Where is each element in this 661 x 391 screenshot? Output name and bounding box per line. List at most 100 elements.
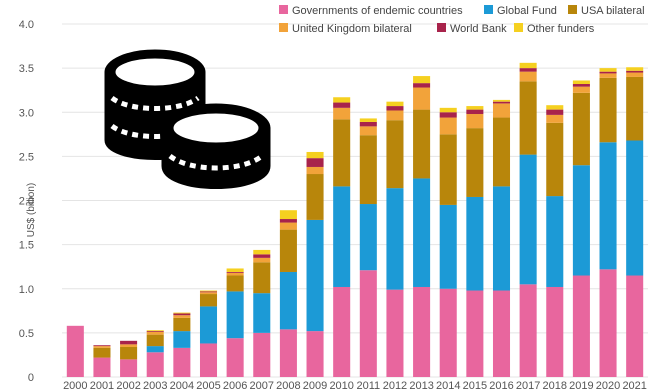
x-tick-label: 2019: [569, 380, 593, 391]
bar-segment: [226, 291, 244, 339]
bar-segment: [146, 331, 164, 335]
bar-segment: [519, 68, 537, 72]
bar-segment: [546, 109, 564, 115]
bar-segment: [199, 291, 218, 293]
bar-segment: [413, 286, 431, 377]
bar-segment: [519, 62, 537, 69]
bar-segment: [93, 345, 111, 347]
bar-segment: [492, 290, 511, 377]
bar-segment: [306, 158, 324, 167]
bar-segment: [120, 340, 138, 345]
bar-segment: [93, 347, 111, 358]
bar-segment: [120, 346, 138, 360]
x-tick-label: 2013: [409, 380, 433, 391]
bar-segment: [626, 70, 644, 73]
bar-segment: [546, 122, 564, 197]
bar-segment: [333, 102, 351, 108]
x-tick-label: 2002: [116, 380, 140, 391]
bar-segment: [146, 346, 164, 353]
bar-segment: [386, 120, 404, 189]
bar-segment: [306, 219, 324, 332]
legend-swatch: [484, 5, 493, 14]
bar-segment: [173, 347, 191, 377]
bar-segment: [359, 126, 377, 136]
y-tick-label: 4.0: [19, 19, 34, 31]
bar-segment: [413, 83, 431, 88]
bar-segment: [572, 165, 590, 276]
x-tick-label: 2018: [543, 380, 567, 391]
x-tick-label: 2003: [143, 380, 167, 391]
bar-segment: [306, 151, 324, 159]
bar-segment: [226, 271, 244, 273]
bar-segment: [413, 109, 431, 179]
x-tick-label: 2004: [170, 380, 194, 391]
bar-segment: [146, 334, 164, 347]
legend-label: World Bank: [450, 23, 507, 35]
bar-segment: [279, 210, 297, 220]
legend-swatch: [279, 23, 288, 32]
y-tick-label: 1.5: [19, 240, 34, 252]
bar-segment: [519, 284, 537, 377]
x-axis-ticks: 2000 2001 2002 2003 2004 2005 2006 2007 2008 2009…: [63, 380, 647, 391]
bar-segment: [146, 331, 164, 332]
bar-segment: [173, 331, 191, 348]
bar-segment: [120, 344, 138, 347]
bar-segment: [226, 272, 244, 276]
bar-segment: [146, 330, 164, 332]
bar-segment: [466, 128, 484, 197]
bar-segment: [306, 331, 324, 377]
bar-segment: [599, 77, 617, 143]
bar-segment: [572, 275, 590, 377]
bar-segment: [546, 114, 564, 123]
bar-segment: [226, 338, 244, 377]
bar-segment: [599, 142, 617, 270]
x-tick-label: 2001: [90, 380, 114, 391]
bar-segment: [279, 271, 297, 330]
x-tick-label: 2008: [276, 380, 300, 391]
bar-segment: [120, 359, 138, 377]
bar-segment: [599, 269, 617, 377]
bar-segment: [572, 80, 590, 85]
bar-segment: [306, 166, 324, 175]
bar-segment: [173, 315, 191, 318]
y-axis-label: US$ (billion): [26, 183, 37, 237]
bar-segment: [626, 67, 644, 71]
bar-segment: [439, 134, 457, 205]
bar-segment: [466, 109, 484, 115]
y-tick-label: 0: [28, 372, 34, 384]
x-tick-label: 2015: [463, 380, 487, 391]
bar-segment: [253, 257, 271, 263]
legend-label: Governments of endemic countries: [292, 5, 463, 17]
x-tick-label: 2011: [356, 380, 380, 391]
bar-segment: [359, 118, 377, 122]
bar-segment: [413, 76, 431, 84]
bar-segment: [199, 290, 218, 292]
bar-stacks: [66, 62, 644, 377]
bar-segment: [439, 288, 457, 377]
bar-segment: [173, 312, 191, 314]
x-tick-label: 2017: [516, 380, 540, 391]
legend-swatch: [568, 5, 577, 14]
bar-segment: [519, 81, 537, 155]
bar-segment: [519, 154, 537, 285]
x-tick-label: 2007: [250, 380, 274, 391]
bar-segment: [199, 343, 218, 377]
bar-segment: [359, 135, 377, 205]
y-axis-ticks: 0 0.5 1.0 1.5 2.0 2.5 3.0 3.5 4.0: [19, 19, 34, 384]
bar-segment: [173, 317, 191, 332]
bar-segment: [466, 114, 484, 129]
bar-segment: [626, 72, 644, 77]
bar-segment: [386, 106, 404, 111]
bar-segment: [146, 352, 164, 377]
x-tick-label: 2012: [383, 380, 407, 391]
bar-segment: [279, 329, 297, 377]
bar-segment: [93, 346, 111, 348]
bar-segment: [386, 188, 404, 290]
legend-label: United Kingdom bilateral: [292, 23, 412, 35]
bar-segment: [386, 289, 404, 377]
bar-segment: [279, 222, 297, 230]
bar-segment: [359, 121, 377, 127]
bar-segment: [253, 293, 271, 333]
x-tick-label: 2006: [223, 380, 247, 391]
